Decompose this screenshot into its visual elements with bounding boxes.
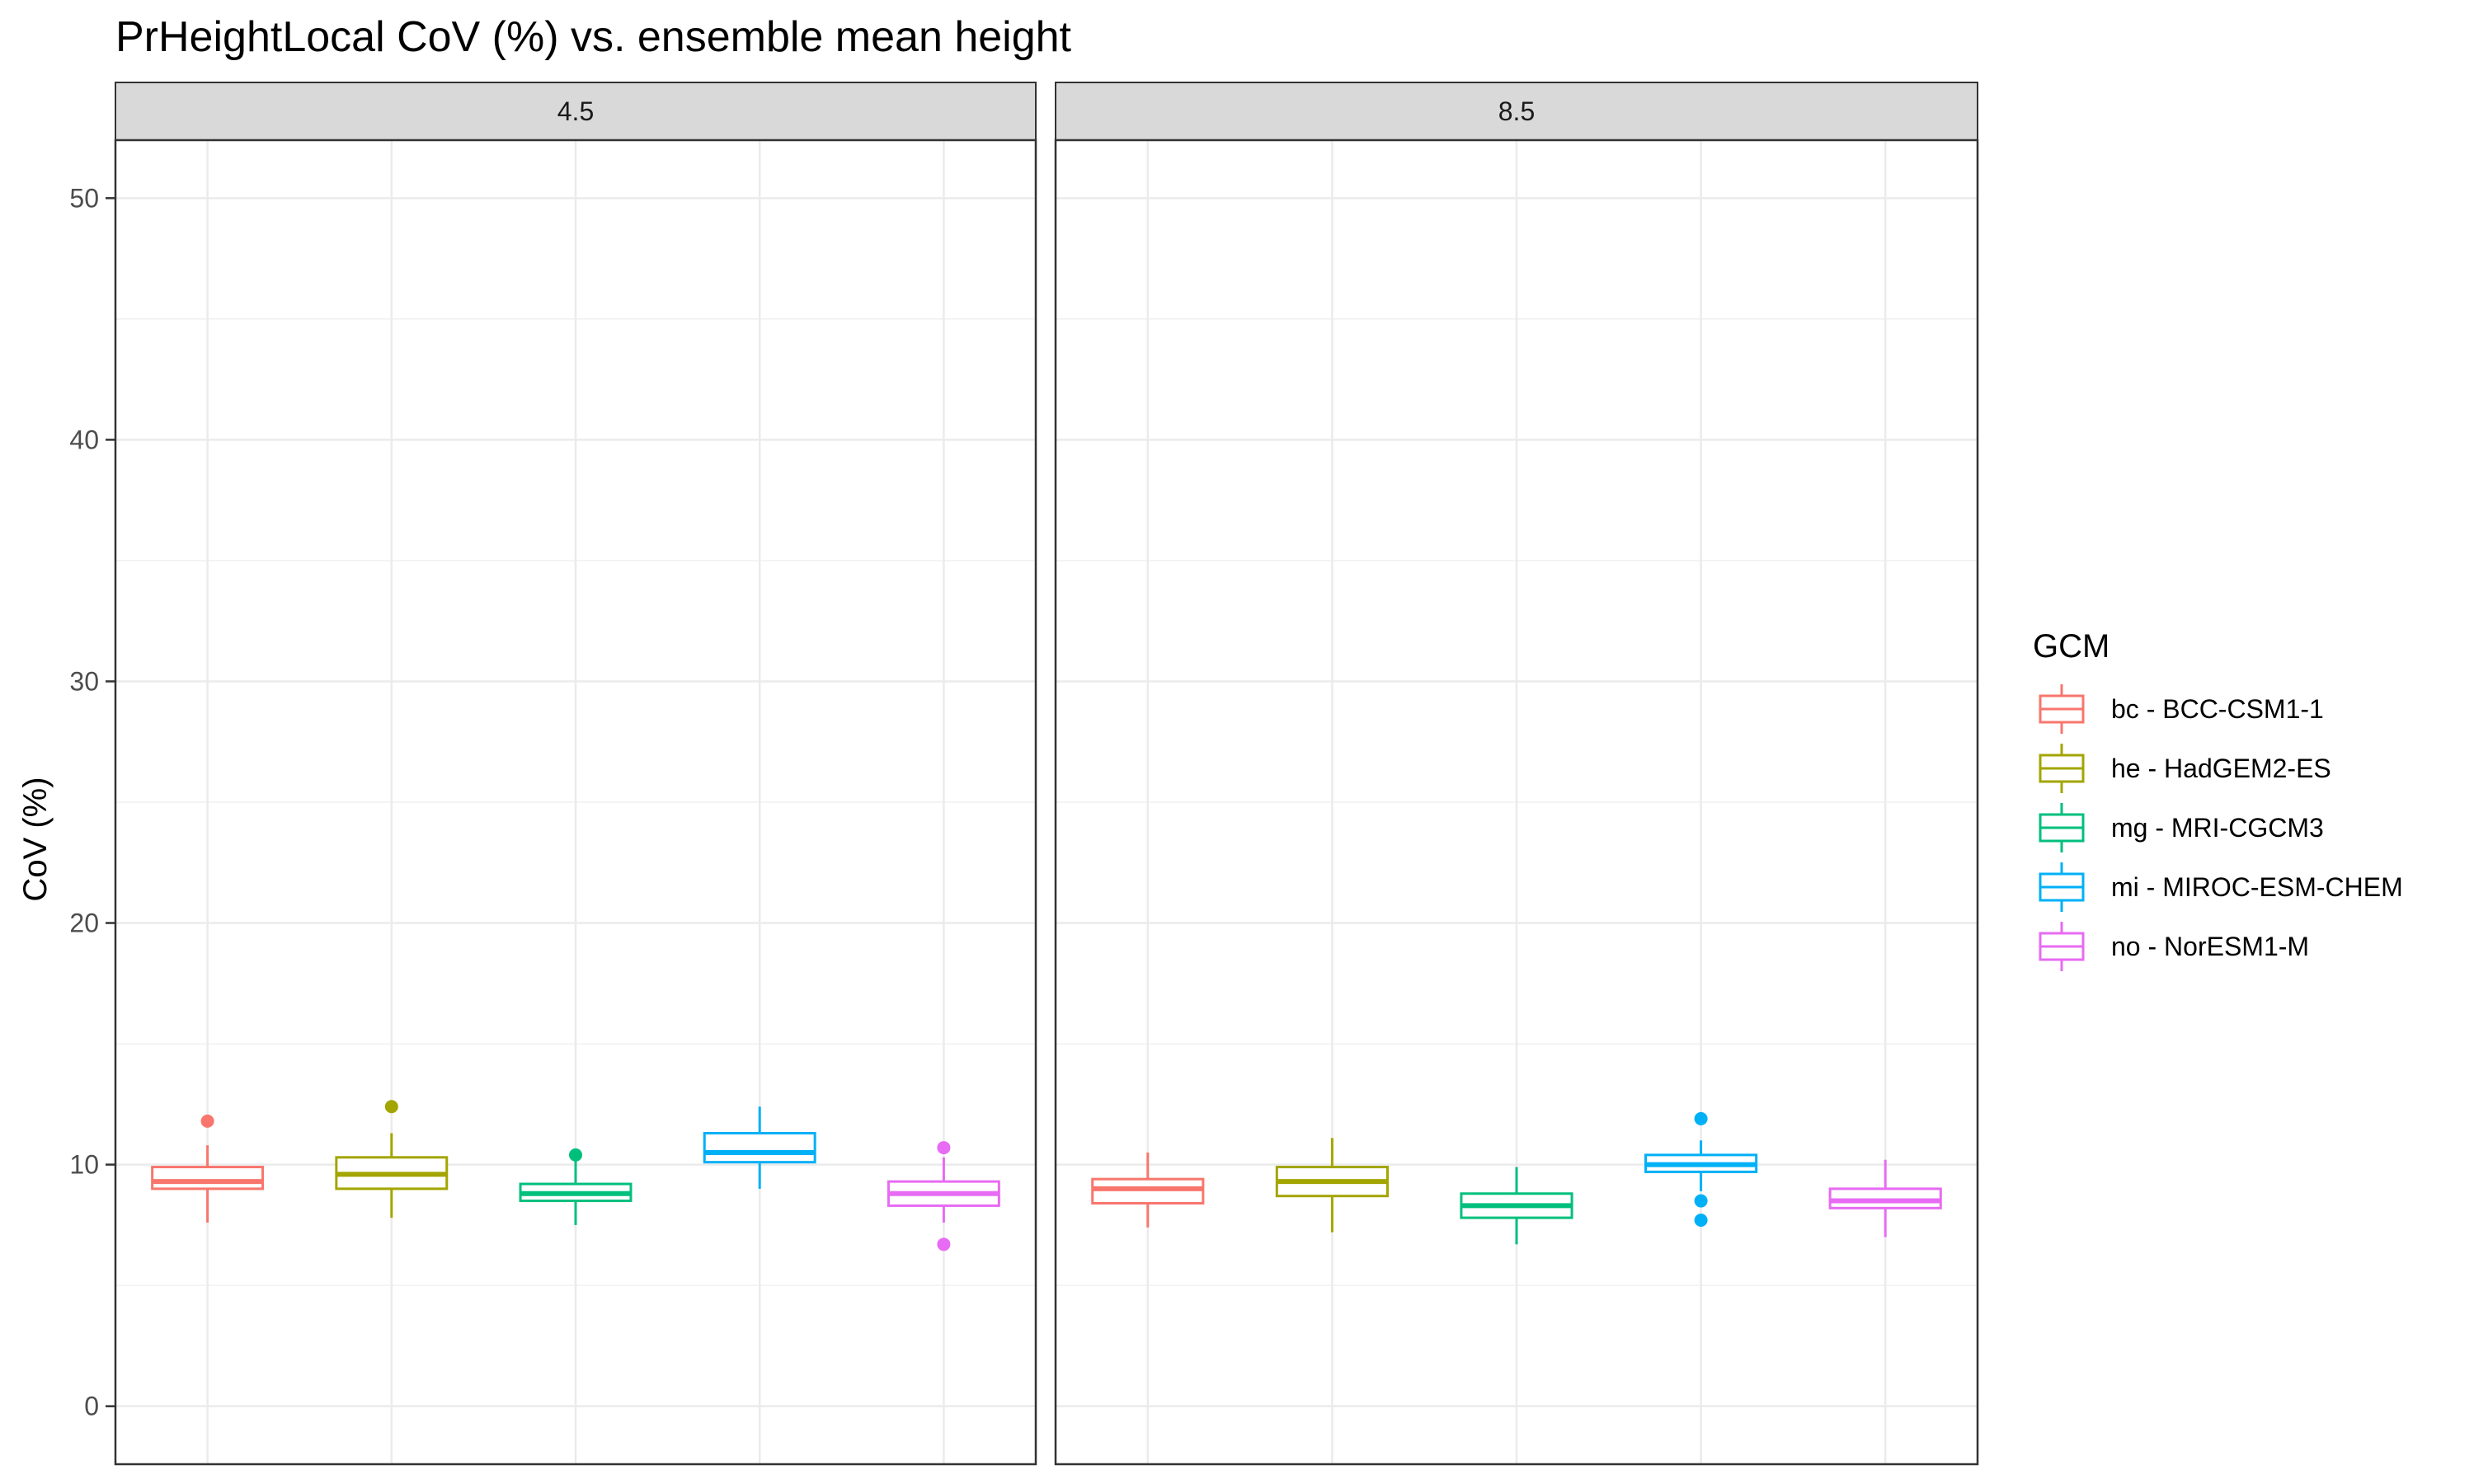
outlier-point xyxy=(937,1237,951,1252)
y-tick-label: 40 xyxy=(69,425,99,454)
facets: 4.5 8.5 xyxy=(114,82,1979,1466)
legend-item-he: he - HadGEM2-ES xyxy=(2039,744,2331,793)
box-mg-4-5 xyxy=(519,1148,633,1225)
box-body xyxy=(151,1166,265,1190)
facet-strip xyxy=(115,82,1037,141)
box-mg-8-5 xyxy=(1460,1167,1573,1245)
box-bc-8-5 xyxy=(1091,1152,1205,1228)
box-mi-8-5 xyxy=(1644,1111,1758,1228)
y-axis-ticks: 0 10 20 30 40 50 xyxy=(69,183,115,1421)
facet-strip-label: 4.5 xyxy=(557,96,594,126)
legend-label: bc - BCC-CSM1-1 xyxy=(2111,694,2324,724)
panel-border xyxy=(114,139,1037,1466)
legend-label: mg - MRI-CGCM3 xyxy=(2111,813,2324,843)
legend-label: he - HadGEM2-ES xyxy=(2111,754,2331,783)
legend-item-mg: mg - MRI-CGCM3 xyxy=(2039,803,2324,852)
legend-item-bc: bc - BCC-CSM1-1 xyxy=(2039,684,2324,734)
legend: GCM bc - BCC-CSM1-1 he - HadGEM2-ES mg - M… xyxy=(2033,628,2403,971)
legend-entries: bc - BCC-CSM1-1 he - HadGEM2-ES mg - MRI-C… xyxy=(2039,684,2403,971)
outlier-point xyxy=(569,1148,582,1162)
y-tick-label: 20 xyxy=(69,909,99,938)
outlier-point xyxy=(1694,1111,1708,1125)
box-he-8-5 xyxy=(1275,1138,1389,1233)
y-tick-label: 10 xyxy=(69,1150,99,1180)
panel-border xyxy=(1054,139,1979,1466)
y-tick-label: 30 xyxy=(69,666,99,696)
outlier-point xyxy=(384,1100,398,1114)
legend-title: GCM xyxy=(2033,628,2109,665)
legend-label: mi - MIROC-ESM-CHEM xyxy=(2111,872,2403,902)
box-he-4-5 xyxy=(335,1100,449,1219)
box-bc-4-5 xyxy=(151,1114,265,1223)
chart-title: PrHeightLocal CoV (%) vs. ensemble mean … xyxy=(115,13,1072,61)
box-body xyxy=(703,1132,816,1164)
outlier-point xyxy=(200,1114,214,1128)
facet-strip xyxy=(1055,82,1978,141)
box-no-8-5 xyxy=(1828,1159,1942,1237)
outlier-point xyxy=(1694,1214,1708,1228)
outlier-point xyxy=(1694,1194,1708,1208)
box-no-4-5 xyxy=(887,1141,1000,1252)
legend-label: no - NorESM1-M xyxy=(2111,932,2309,961)
box-mi-4-5 xyxy=(703,1106,816,1189)
facet-panel-8-5: 8.5 xyxy=(1054,82,1979,1466)
facet-strip-label: 8.5 xyxy=(1498,96,1535,126)
y-tick-label: 0 xyxy=(84,1392,99,1421)
facet-panel-4-5: 4.5 xyxy=(114,82,1037,1466)
legend-item-no: no - NorESM1-M xyxy=(2039,922,2309,971)
y-axis-title: CoV (%) xyxy=(17,777,54,901)
y-tick-label: 50 xyxy=(69,183,99,213)
outlier-point xyxy=(937,1141,951,1155)
legend-item-mi: mi - MIROC-ESM-CHEM xyxy=(2039,862,2403,912)
